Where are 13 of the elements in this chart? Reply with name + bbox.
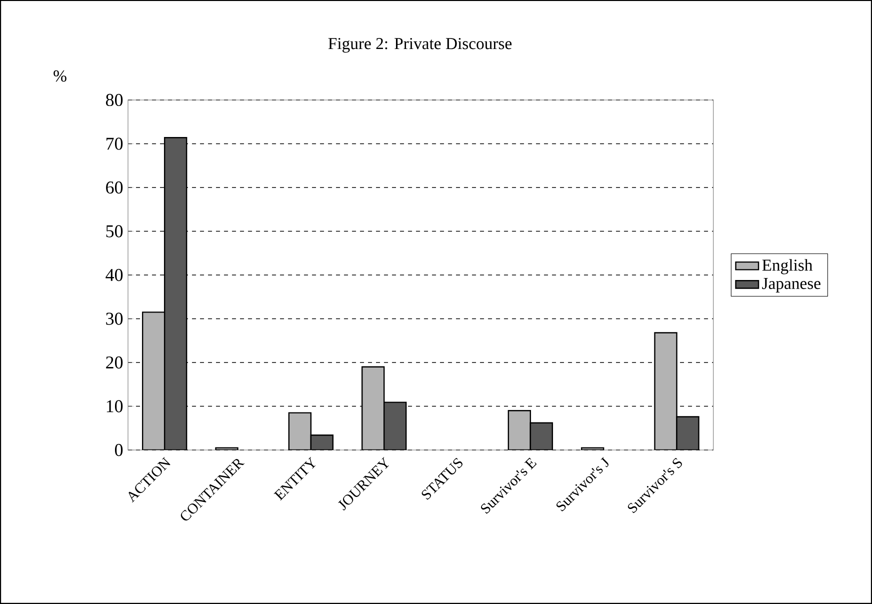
y-axis-title: % [54, 70, 66, 82]
y-tick-label: 0 [114, 444, 123, 456]
y-tick-label: 50 [106, 225, 123, 238]
y-tick-label: 20 [106, 356, 123, 369]
y-tick-label: 40 [106, 268, 123, 282]
chart-title: Figure 2: Private Discourse [328, 38, 512, 53]
y-tick-label: 80 [106, 94, 123, 106]
y-tick-label: 70 [106, 138, 123, 150]
y-tick-label: 30 [106, 312, 123, 325]
legend-label: Japanese [762, 278, 820, 292]
legend-label: English [762, 259, 812, 274]
y-tick-label: 10 [106, 400, 123, 412]
y-tick-label: 60 [106, 181, 123, 194]
